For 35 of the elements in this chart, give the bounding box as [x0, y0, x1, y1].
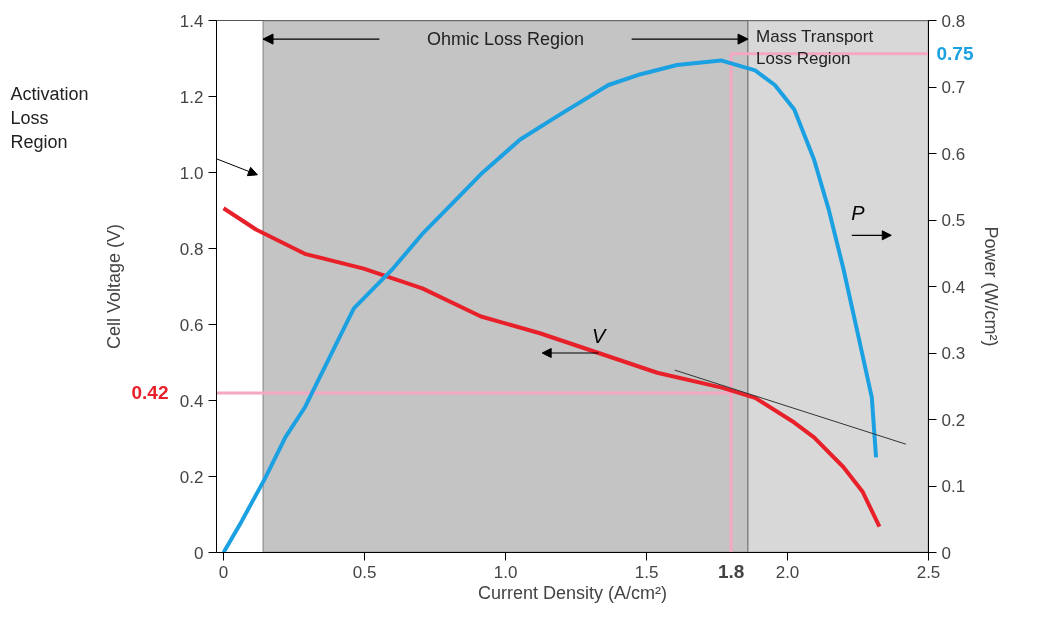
ref-line-label: 1.8 — [717, 560, 745, 582]
series-label: V — [591, 325, 607, 347]
text: Activation Loss Region — [10, 84, 89, 153]
y-axis-title: Cell Voltage (V) — [103, 223, 124, 350]
y2-tick-label: 0.6 — [941, 144, 966, 164]
line-series — [221, 206, 882, 529]
x-tick-label: 2.5 — [916, 562, 941, 582]
band-label: Ohmic Loss Region — [427, 29, 585, 50]
y-tick-label: 0 — [194, 543, 204, 563]
x-tick-label: 0 — [218, 562, 229, 582]
x-tick-label: 0.5 — [352, 562, 377, 582]
y-tick-label: 1.4 — [179, 11, 204, 31]
series-label: P — [851, 201, 866, 224]
y-tick-label: 0.2 — [179, 467, 204, 487]
y2-tick-label: 0 — [941, 543, 951, 563]
ref-line-label: 0.75 — [936, 43, 974, 65]
y-tick-label: 0.8 — [179, 239, 204, 259]
ref-line-label: 0.42 — [131, 382, 169, 404]
y2-tick-label: 0.3 — [941, 344, 966, 363]
y2-tick-label: 0.4 — [941, 277, 966, 297]
y2-tick-label: 0.5 — [941, 211, 966, 230]
x-axis-title: Current Density (A/cm²) — [477, 582, 668, 603]
y-tick-label: 1.2 — [179, 87, 204, 107]
y-tick-label: 0.4 — [179, 391, 204, 411]
y2-tick-label: 0.1 — [941, 477, 966, 496]
y2-tick-label: 0.8 — [941, 11, 966, 31]
band-label: Mass Transport Loss Region — [756, 26, 874, 69]
x-tick-label: 2.0 — [775, 562, 800, 582]
y-tick-label: 1.0 — [179, 163, 204, 183]
y-tick-label: 0.6 — [179, 315, 204, 335]
y2-tick-label: 0.7 — [941, 78, 966, 97]
y2-axis-title: Power (W/cm²) — [981, 226, 1002, 347]
x-tick-label: 1.0 — [493, 562, 518, 582]
x-tick-label: 1.5 — [634, 562, 659, 582]
y2-tick-label: 0.2 — [941, 410, 966, 430]
